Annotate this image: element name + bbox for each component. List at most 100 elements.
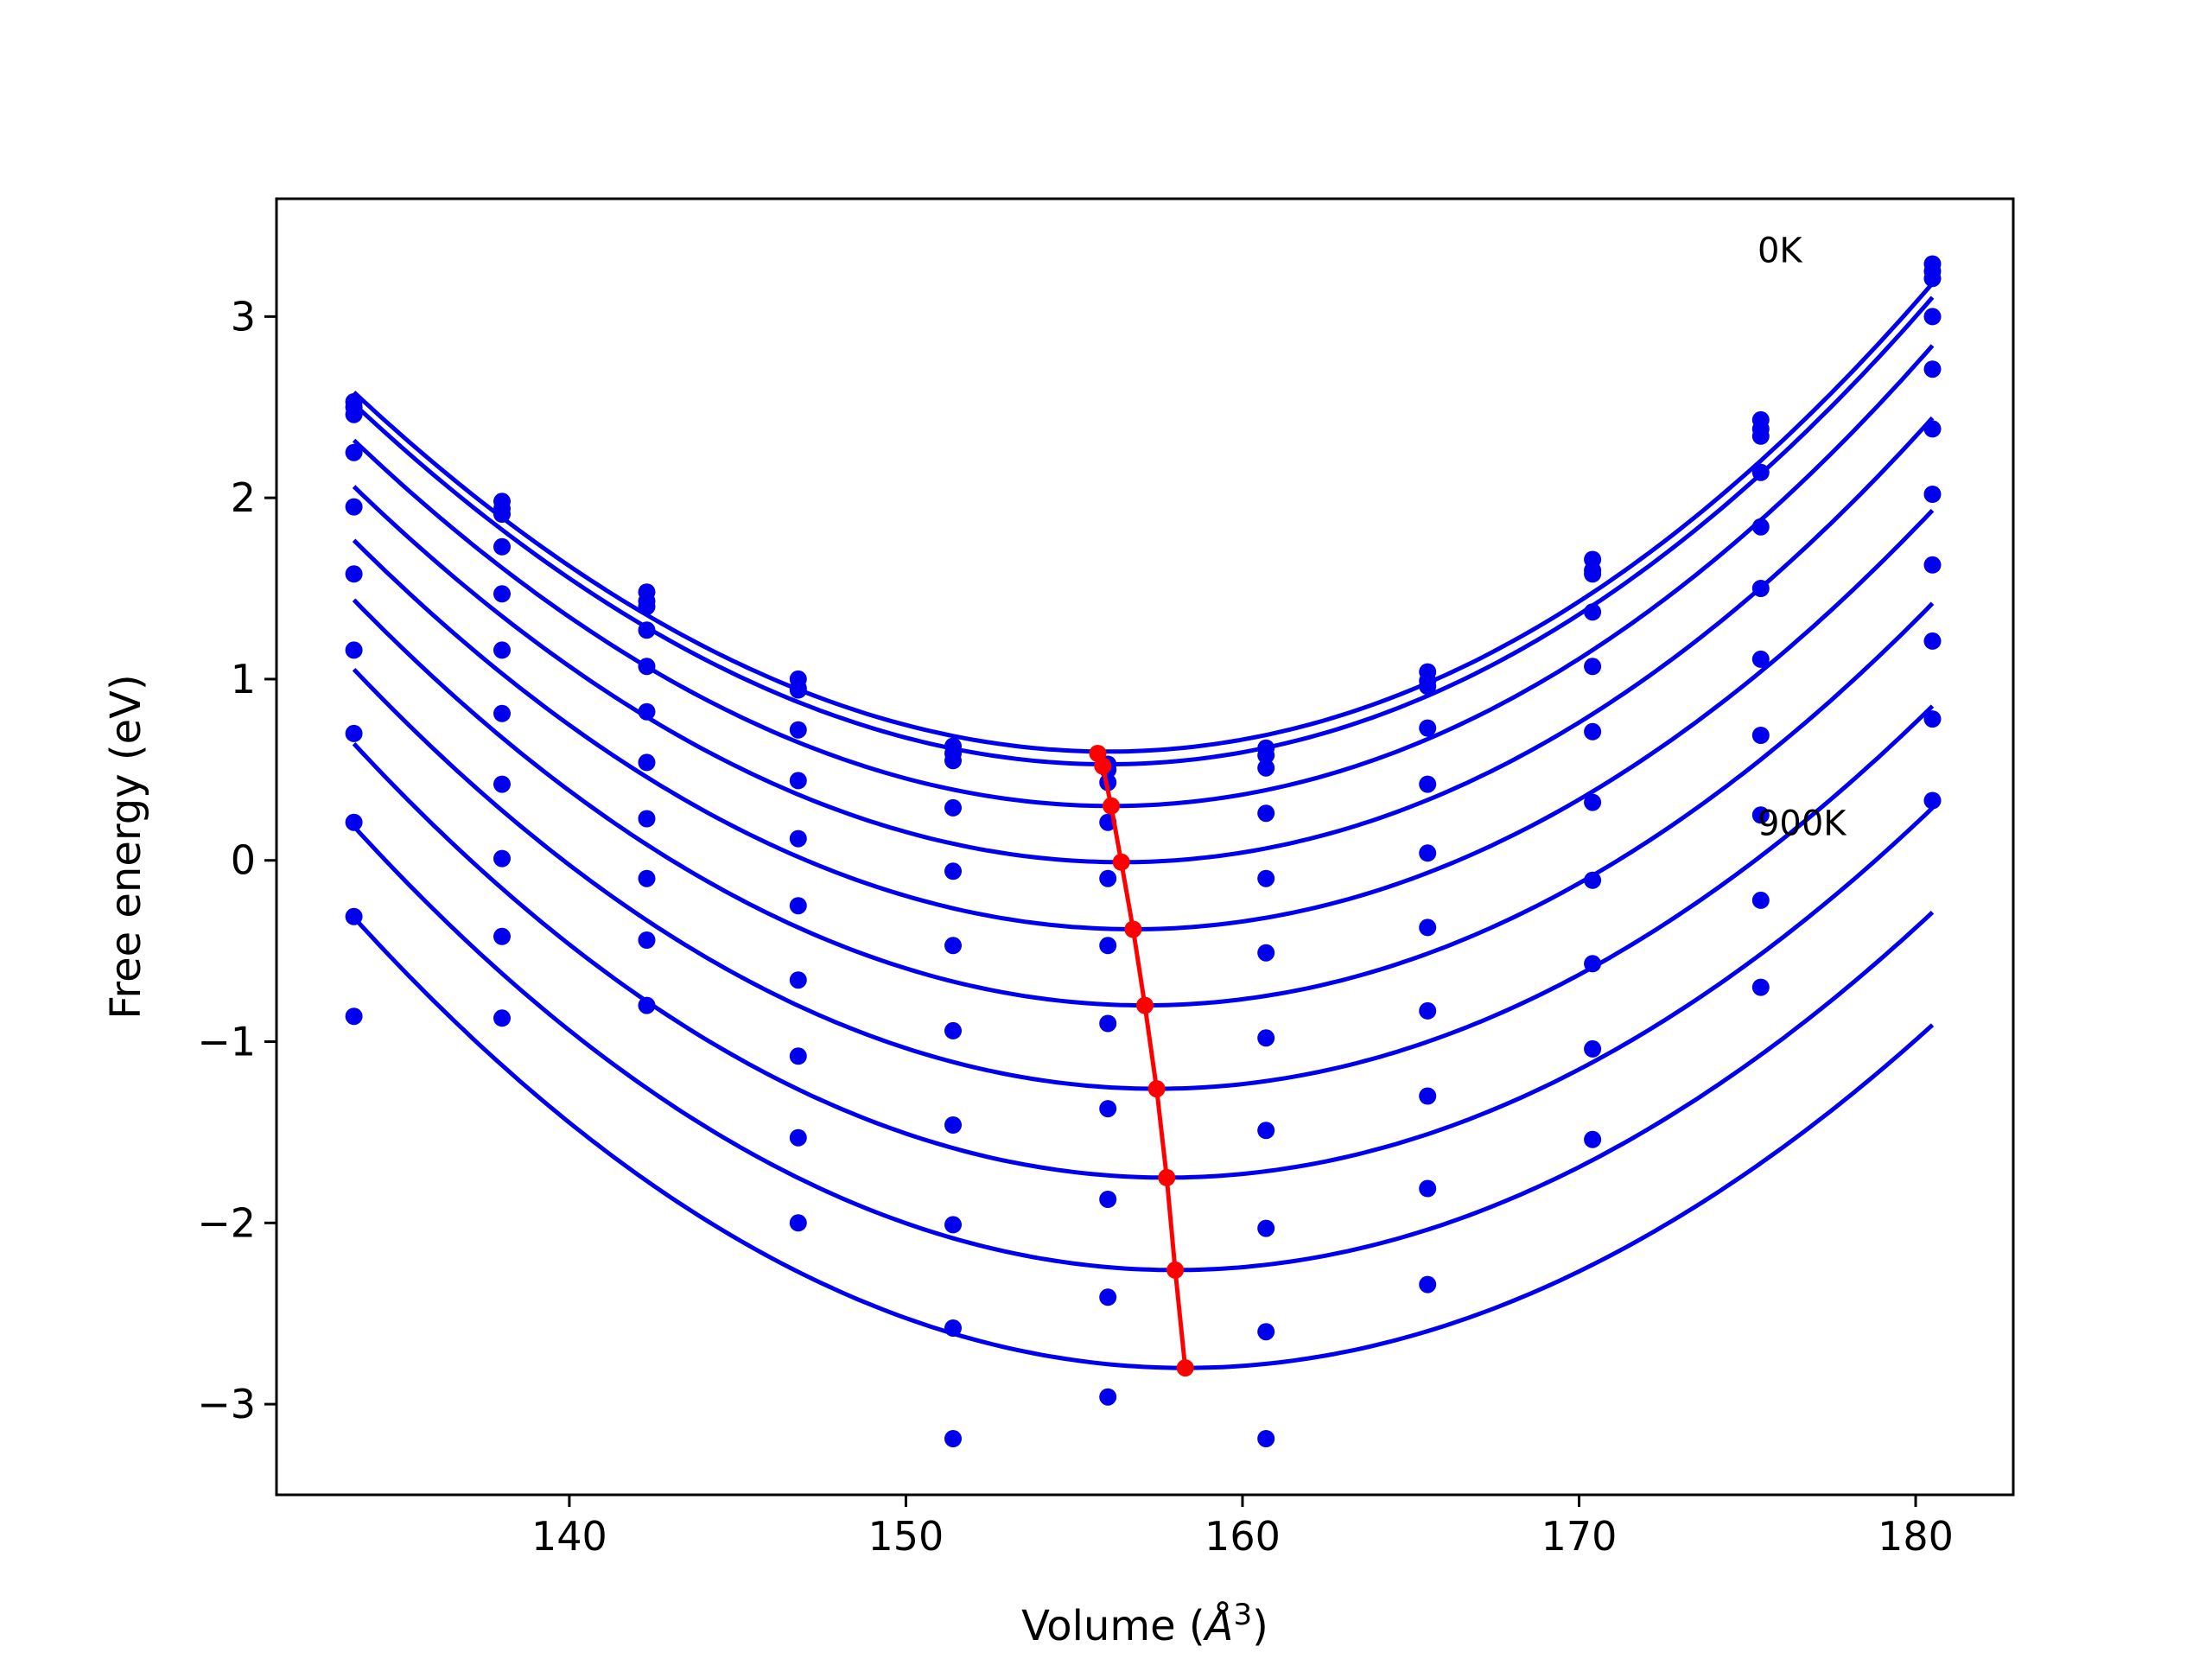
data-point	[1257, 1122, 1275, 1140]
annotation-0: 0K	[1758, 231, 1803, 270]
data-point	[493, 704, 511, 722]
data-point	[789, 721, 807, 739]
plot-frame	[275, 197, 2015, 1497]
data-point	[1923, 270, 1942, 288]
x-tick-label: 160	[1205, 1513, 1281, 1560]
data-point	[1923, 710, 1942, 728]
data-point	[944, 1116, 962, 1134]
data-point	[345, 498, 363, 516]
data-point	[1751, 727, 1770, 744]
data-point	[1257, 1219, 1275, 1237]
data-point	[789, 897, 807, 915]
data-point	[1257, 1430, 1275, 1447]
data-point	[1419, 844, 1437, 862]
data-point	[493, 927, 511, 945]
data-point	[944, 1319, 962, 1337]
data-point	[1751, 427, 1770, 445]
fit-curve-8	[352, 824, 1935, 1273]
y-tick-label: 1	[231, 656, 256, 702]
data-point	[493, 585, 511, 603]
data-point	[1923, 420, 1942, 438]
data-point	[345, 641, 363, 659]
data-point	[638, 869, 656, 887]
data-point	[345, 724, 363, 742]
data-point	[1923, 791, 1942, 810]
data-point	[1584, 1039, 1602, 1058]
data-point	[944, 798, 962, 817]
x-tick-label: 180	[1878, 1513, 1954, 1560]
data-point	[1419, 1001, 1437, 1020]
data-point	[493, 641, 511, 659]
x-tick-label: 140	[531, 1513, 607, 1560]
data-points	[345, 255, 1942, 1447]
data-point	[1923, 556, 1942, 574]
x-axis-label: Volume (Å3)	[1021, 1598, 1268, 1650]
data-point	[1419, 918, 1437, 937]
data-point	[638, 658, 656, 676]
minima-line	[1089, 745, 1194, 1377]
data-point	[944, 1021, 962, 1039]
data-point	[638, 598, 656, 615]
data-point	[1257, 1323, 1275, 1341]
data-point	[1923, 360, 1942, 378]
fit-curve-7	[352, 741, 1935, 1180]
minimum-point	[1158, 1168, 1176, 1186]
fit-curve-9	[352, 916, 1935, 1370]
data-point	[345, 1007, 363, 1026]
data-point	[1257, 759, 1275, 777]
data-point	[944, 937, 962, 955]
data-point	[1751, 891, 1770, 909]
y-tick-label: −1	[197, 1019, 256, 1065]
data-point	[1419, 775, 1437, 793]
data-point	[345, 813, 363, 831]
y-axis-ticks: −3 −2 −1 0 1 2 3	[197, 293, 276, 1427]
annotations: 0K 900K	[1758, 231, 1847, 843]
data-point	[1257, 869, 1275, 887]
y-tick-label: 2	[231, 474, 256, 521]
data-point	[1419, 719, 1437, 737]
data-point	[493, 537, 511, 556]
y-tick-label: 0	[231, 837, 256, 884]
data-point	[1584, 658, 1602, 676]
minimum-point	[1166, 1261, 1185, 1279]
data-point	[1584, 793, 1602, 811]
data-point	[1584, 603, 1602, 621]
data-point	[944, 1216, 962, 1234]
data-point	[1751, 463, 1770, 481]
data-point	[1099, 1288, 1117, 1306]
x-axis-ticks: 140 150 160 170 180	[531, 1495, 1954, 1560]
data-point	[789, 1128, 807, 1147]
data-point	[789, 971, 807, 989]
data-point	[345, 907, 363, 925]
y-tick-label: −2	[197, 1199, 256, 1246]
x-tick-label: 150	[868, 1513, 944, 1560]
data-point	[1751, 580, 1770, 597]
data-point	[1751, 978, 1770, 996]
minimum-point	[1094, 757, 1112, 775]
data-point	[493, 775, 511, 793]
data-point	[789, 1214, 807, 1232]
data-point	[1099, 937, 1117, 955]
y-axis-label: Free energy (eV)	[102, 674, 150, 1019]
data-point	[1099, 1388, 1117, 1406]
data-point	[638, 753, 656, 772]
y-tick-label: 3	[231, 293, 256, 340]
data-point	[1257, 944, 1275, 962]
data-point	[1099, 1100, 1117, 1118]
minimum-point	[1136, 996, 1154, 1014]
data-point	[789, 681, 807, 699]
data-point	[1584, 955, 1602, 973]
data-point	[1923, 308, 1942, 326]
minimum-point	[1112, 853, 1130, 871]
data-point	[944, 752, 962, 770]
data-point	[493, 505, 511, 523]
minimum-point	[1147, 1080, 1166, 1098]
data-point	[1923, 486, 1942, 503]
data-point	[1099, 869, 1117, 887]
data-point	[789, 1047, 807, 1065]
data-point	[493, 1009, 511, 1027]
data-point	[1584, 871, 1602, 889]
minimum-point	[1176, 1359, 1194, 1377]
data-point	[1419, 1179, 1437, 1198]
data-point	[944, 862, 962, 880]
